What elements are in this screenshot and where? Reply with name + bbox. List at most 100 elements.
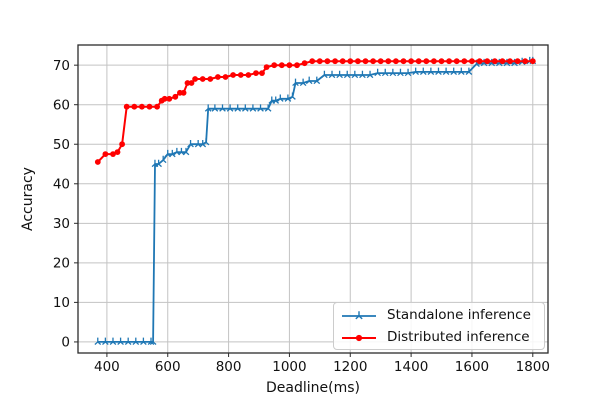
marker-tri-up-standalone-inference (124, 337, 132, 346)
x-tick-label: 1600 (455, 359, 489, 375)
x-tick-label: 1200 (333, 359, 367, 375)
marker-circle-distributed-inference (222, 74, 229, 80)
marker-circle-distributed-inference (215, 74, 221, 80)
marker-circle-distributed-inference (469, 58, 475, 65)
marker-tri-up-standalone-inference (187, 139, 194, 148)
legend-label-standalone: Standalone inference (387, 307, 531, 324)
marker-tri-up-standalone-inference (155, 159, 162, 168)
marker-circle-distributed-inference (263, 64, 270, 70)
marker-circle-distributed-inference (253, 70, 259, 76)
marker-circle-distributed-inference (184, 80, 191, 86)
marker-circle-distributed-inference (415, 58, 422, 65)
x-tick-label: 800 (216, 359, 242, 375)
marker-circle-distributed-inference (309, 58, 316, 65)
marker-tri-up-standalone-inference (211, 104, 219, 112)
marker-tri-up-standalone-inference (202, 137, 210, 146)
marker-circle-distributed-inference (446, 58, 452, 65)
y-axis-label: Accuracy (20, 167, 36, 231)
marker-tri-up-standalone-inference (149, 337, 157, 346)
marker-tri-up-standalone-inference (182, 147, 190, 156)
marker-circle-distributed-inference (332, 58, 338, 65)
marker-tri-up-standalone-inference (343, 70, 351, 79)
marker-circle-distributed-inference (499, 58, 506, 65)
marker-tri-up-standalone-inference (366, 70, 374, 79)
marker-tri-up-standalone-inference (374, 68, 381, 77)
marker-circle-distributed-inference (324, 58, 331, 65)
marker-circle-distributed-inference (438, 58, 445, 65)
marker-circle-distributed-inference (522, 58, 529, 65)
grid-layer (78, 45, 548, 353)
marker-circle-distributed-inference (294, 62, 300, 69)
y-tick-label: 30 (53, 216, 70, 232)
marker-circle-distributed-inference (476, 58, 483, 65)
marker-tri-up-standalone-inference (241, 104, 249, 112)
y-tick-label: 20 (53, 256, 70, 272)
marker-tri-up-standalone-inference (109, 337, 117, 346)
marker-circle-distributed-inference (119, 141, 125, 148)
marker-tri-up-standalone-inference (336, 70, 343, 79)
legend-marker-standalone-icon (342, 311, 376, 320)
marker-circle-distributed-inference (286, 62, 293, 69)
legend-marker-distributed-icon (342, 334, 376, 341)
y-tick-label: 60 (53, 98, 70, 114)
marker-circle-distributed-inference (278, 62, 285, 69)
marker-circle-distributed-inference (408, 58, 414, 65)
marker-tri-up-standalone-inference (264, 104, 272, 112)
marker-tri-up-standalone-inference (321, 70, 328, 79)
x-tick-label: 600 (155, 359, 181, 375)
marker-tri-up-standalone-inference (276, 94, 284, 102)
marker-tri-up-standalone-inference (159, 155, 167, 164)
marker-circle-distributed-inference (207, 76, 214, 82)
marker-tri-up-standalone-inference (328, 70, 336, 79)
marker-circle-distributed-inference (199, 76, 206, 82)
marker-circle-distributed-inference (453, 58, 460, 65)
marker-tri-up-standalone-inference (292, 78, 299, 87)
y-tick-label: 40 (53, 177, 70, 193)
series-layer (94, 56, 537, 346)
x-axis-label: Deadline(ms) (266, 380, 360, 396)
y-tick-label: 0 (61, 335, 70, 351)
legend: Standalone inference Distributed inferen… (333, 302, 545, 350)
marker-circle-distributed-inference (355, 58, 361, 65)
marker-tri-up-standalone-inference (168, 149, 176, 158)
marker-circle-distributed-inference (259, 70, 265, 76)
marker-circle-distributed-inference (192, 76, 199, 82)
marker-circle-distributed-inference (393, 58, 399, 65)
marker-circle-distributed-inference (484, 58, 491, 65)
marker-circle-distributed-inference (172, 93, 179, 100)
marker-circle-distributed-inference (188, 80, 195, 86)
marker-tri-up-standalone-inference (132, 337, 140, 346)
marker-circle-distributed-inference (245, 72, 252, 78)
marker-circle-distributed-inference (491, 58, 498, 65)
legend-item-standalone-inference: Standalone inference (340, 305, 538, 326)
marker-tri-up-standalone-inference (289, 92, 296, 100)
marker-circle-distributed-inference (461, 58, 468, 65)
marker-tri-up-standalone-inference (397, 68, 404, 77)
series-line-standalone-inference (97, 60, 533, 343)
marker-circle-distributed-inference (230, 72, 237, 78)
marker-circle-distributed-inference (237, 72, 244, 78)
marker-tri-up-standalone-inference (442, 67, 450, 75)
marker-circle-distributed-inference (529, 58, 536, 65)
marker-tri-up-standalone-inference (102, 337, 109, 346)
legend-item-distributed-inference: Distributed inference (340, 326, 538, 347)
marker-circle-distributed-inference (102, 151, 109, 158)
marker-tri-up-standalone-inference (140, 337, 147, 346)
x-tick-label: 1800 (516, 359, 550, 375)
marker-tri-up-standalone-inference (249, 104, 257, 112)
series-line-distributed-inference (97, 60, 533, 163)
marker-tri-up-standalone-inference (419, 67, 427, 75)
marker-tri-up-standalone-inference (381, 68, 389, 77)
marker-tri-up-standalone-inference (313, 76, 321, 85)
marker-tri-up-standalone-inference (117, 337, 124, 346)
y-tick-label: 50 (53, 137, 70, 153)
marker-tri-up-standalone-inference (219, 104, 226, 112)
marker-tri-up-standalone-inference (204, 104, 212, 112)
marker-tri-up-standalone-inference (299, 78, 307, 87)
marker-tri-up-standalone-inference (284, 94, 292, 102)
y-tick-label: 70 (53, 58, 70, 74)
marker-circle-distributed-inference (423, 58, 430, 65)
legend-label-distributed: Distributed inference (387, 328, 530, 345)
marker-tri-up-standalone-inference (94, 337, 102, 346)
